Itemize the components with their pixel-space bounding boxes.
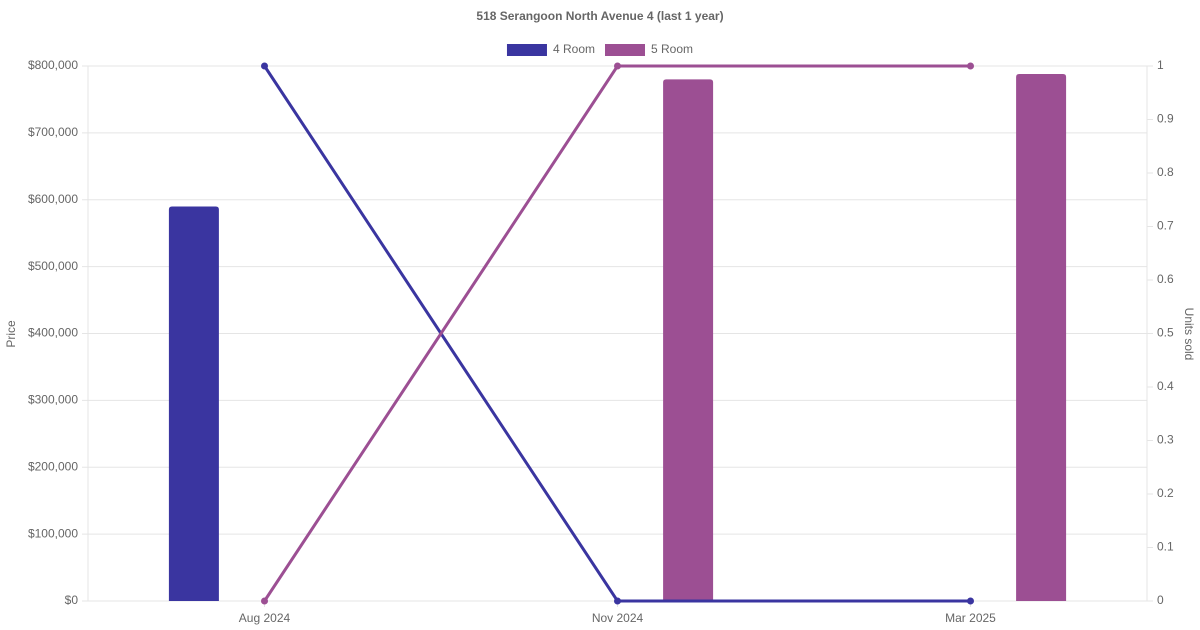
line-point <box>261 597 268 605</box>
y2-tick-label: 0.3 <box>1157 433 1174 447</box>
y-tick-label: $300,000 <box>28 393 78 407</box>
y-tick-label: $200,000 <box>28 459 78 473</box>
bar <box>1016 74 1067 601</box>
x-tick-label: Aug 2024 <box>239 611 291 625</box>
y2-tick-label: 0.7 <box>1157 219 1174 233</box>
x-tick-label: Nov 2024 <box>592 611 644 625</box>
y2-tick-label: 0.5 <box>1157 326 1174 340</box>
y-tick-label: $0 <box>65 593 79 607</box>
y-tick-label: $100,000 <box>28 526 78 540</box>
y2-tick-label: 0.8 <box>1157 165 1174 179</box>
line-point <box>261 62 268 70</box>
x-tick-label: Mar 2025 <box>945 611 996 625</box>
bar <box>168 206 219 601</box>
y2-tick-label: 0.1 <box>1157 540 1174 554</box>
y2-tick-label: 1 <box>1157 58 1164 72</box>
y2-tick-label: 0.9 <box>1157 112 1174 126</box>
line-point <box>614 62 621 70</box>
legend-label: 4 Room <box>553 42 595 56</box>
legend-swatch <box>506 44 547 56</box>
y2-tick-label: 0.4 <box>1157 379 1174 393</box>
y2-tick-label: 0 <box>1157 593 1164 607</box>
y-tick-label: $400,000 <box>28 326 78 340</box>
y-axis-title: Price <box>4 320 18 348</box>
legend-swatch <box>605 44 645 56</box>
y2-axis-title: Units sold <box>1182 308 1196 361</box>
y-tick-label: $700,000 <box>28 125 78 139</box>
y2-tick-label: 0.2 <box>1157 486 1174 500</box>
y2-tick-label: 0.6 <box>1157 272 1174 286</box>
bar <box>663 79 714 601</box>
line-point <box>967 597 974 605</box>
chart-title: 518 Serangoon North Avenue 4 (last 1 yea… <box>476 9 723 23</box>
y-tick-label: $600,000 <box>28 192 78 206</box>
y-tick-label: $800,000 <box>28 58 78 72</box>
line-point <box>967 62 974 70</box>
line-point <box>614 597 621 605</box>
legend-label: 5 Room <box>651 42 693 56</box>
y-tick-label: $500,000 <box>28 259 78 273</box>
